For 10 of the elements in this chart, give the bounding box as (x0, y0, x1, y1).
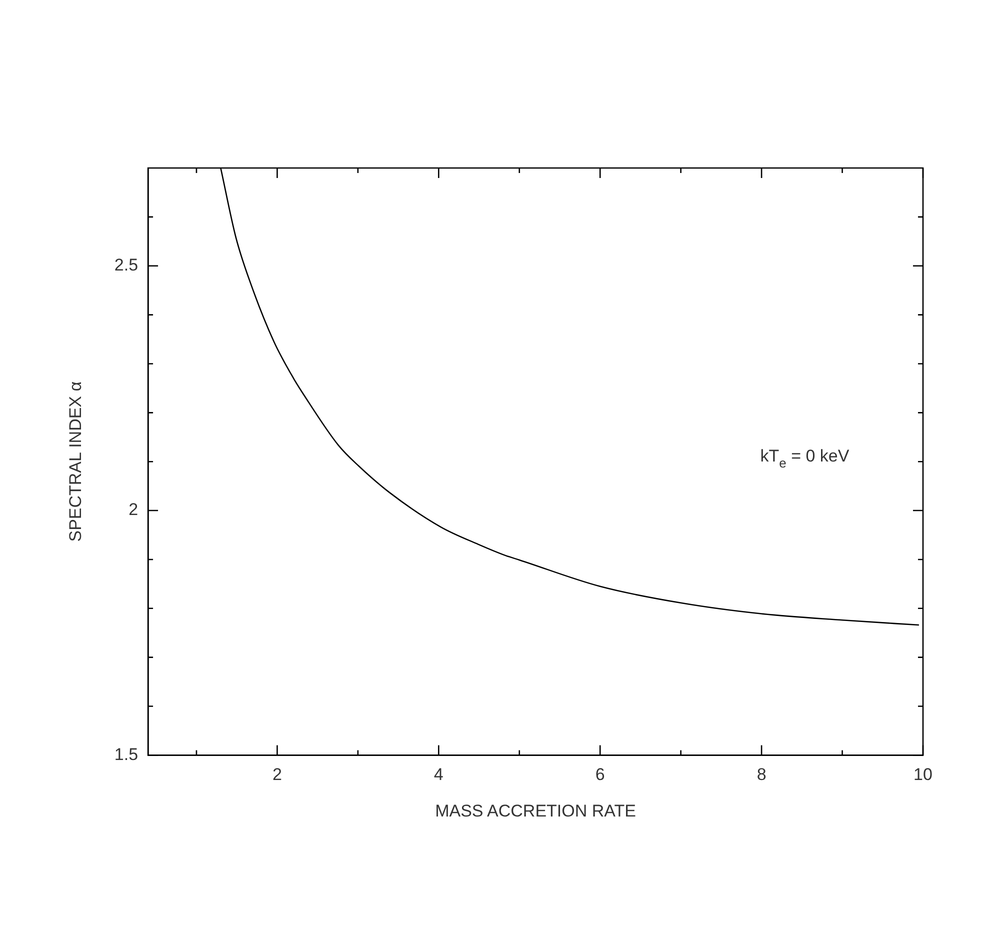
x-tick-label: 4 (434, 765, 444, 784)
x-tick-label: 2 (272, 765, 282, 784)
y-tick-label: 1.5 (114, 744, 138, 764)
y-axis-title: SPECTRAL INDEX α (66, 381, 85, 542)
x-tick-label: 6 (595, 765, 605, 784)
x-tick-label: 8 (756, 765, 766, 784)
y-tick-label: 2 (128, 500, 138, 520)
x-tick-label: 10 (914, 765, 932, 784)
x-axis-title: MASS ACCRETION RATE (435, 801, 636, 820)
y-tick-label: 2.5 (114, 256, 138, 275)
